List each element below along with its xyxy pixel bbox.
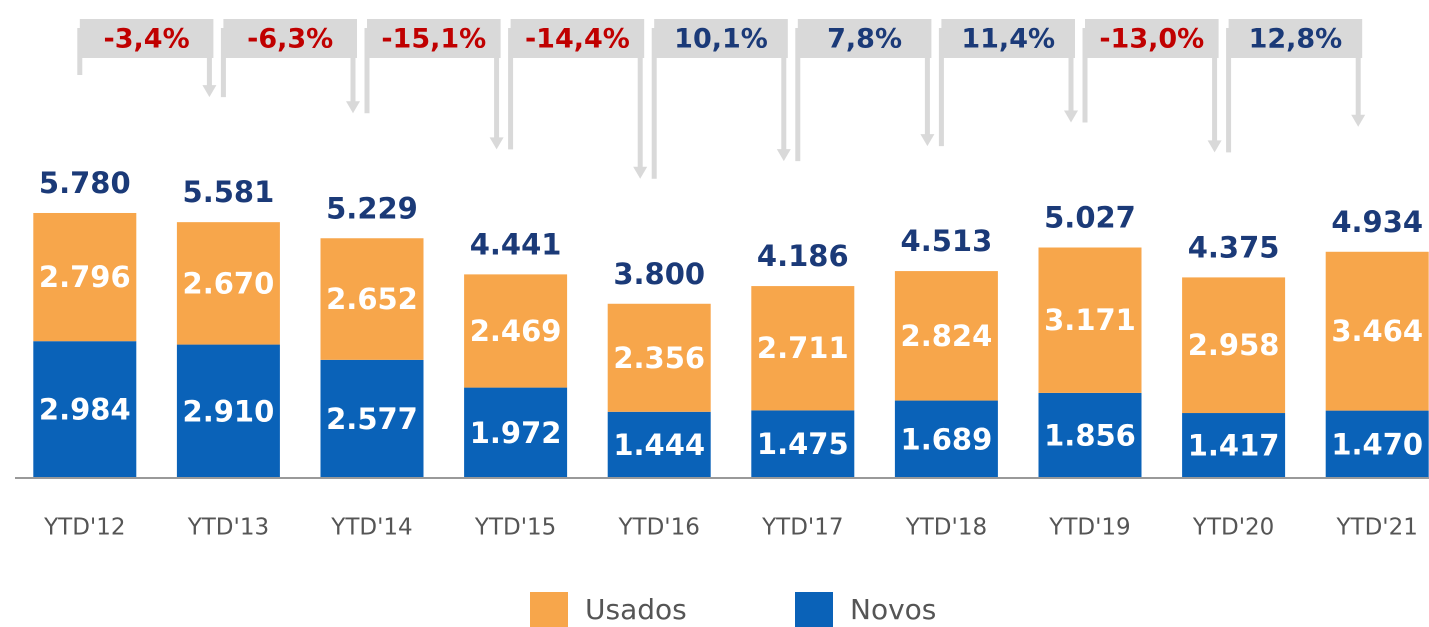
change-box <box>510 19 645 58</box>
bar-segment <box>751 410 855 478</box>
value-label: 2.824 <box>901 319 993 353</box>
value-label: 2.577 <box>326 402 418 436</box>
bar-segment <box>1325 251 1429 411</box>
x-tick-label: YTD'18 <box>905 515 987 541</box>
x-tick-label: YTD'21 <box>1335 515 1417 541</box>
x-tick-label: YTD'17 <box>761 515 843 541</box>
total-label: 5.780 <box>39 166 131 200</box>
value-label: 2.670 <box>183 266 275 300</box>
arrow-head <box>1351 114 1366 127</box>
bar-segment <box>1325 410 1429 478</box>
value-label: 1.470 <box>1331 427 1423 461</box>
x-tick-label: YTD'12 <box>43 515 125 541</box>
bar-segment <box>1182 277 1286 414</box>
value-label: 2.984 <box>39 393 131 427</box>
value-label: 1.475 <box>757 427 849 461</box>
total-label: 5.027 <box>1044 201 1136 235</box>
arrow-head <box>633 166 648 179</box>
value-label: 1.972 <box>470 416 562 450</box>
change-box <box>1228 19 1363 58</box>
x-tick-label: YTD'19 <box>1048 515 1130 541</box>
total-label: 4.186 <box>757 239 849 273</box>
bar-segment <box>176 344 280 478</box>
bar-segment <box>176 222 280 345</box>
total-label: 3.800 <box>613 257 705 291</box>
change-box <box>223 19 357 58</box>
bar-segment <box>894 271 998 401</box>
x-tick-label: YTD'16 <box>617 515 699 541</box>
bar-segment <box>1182 413 1286 478</box>
bar-segment <box>464 274 568 388</box>
legend-swatch <box>795 592 833 627</box>
value-label: 2.356 <box>613 341 705 375</box>
change-label: 11,4% <box>961 24 1055 55</box>
arrow-head <box>776 149 791 162</box>
value-label: 1.856 <box>1044 418 1136 452</box>
x-tick-label: YTD'20 <box>1192 515 1274 541</box>
value-label: 2.469 <box>470 314 562 348</box>
change-box <box>654 19 788 58</box>
legend-label: Novos <box>850 593 936 626</box>
bar-segment <box>464 387 568 478</box>
value-label: 1.417 <box>1188 429 1280 463</box>
bar-segment <box>320 238 424 360</box>
bar-segment <box>607 303 711 412</box>
x-tick-label: YTD'13 <box>187 515 269 541</box>
change-label: -6,3% <box>247 24 333 55</box>
change-label: 10,1% <box>674 24 768 55</box>
bar-segment <box>1038 392 1142 478</box>
change-box <box>367 19 501 58</box>
arrow-head <box>920 134 935 147</box>
bar-segment <box>33 341 137 478</box>
value-label: 2.711 <box>757 331 849 365</box>
value-label: 1.444 <box>613 428 705 462</box>
change-label: 7,8% <box>827 24 902 55</box>
change-label: -3,4% <box>104 24 190 55</box>
total-label: 4.441 <box>470 227 562 261</box>
change-label: 12,8% <box>1249 24 1343 55</box>
value-label: 3.171 <box>1044 303 1136 337</box>
value-label: 3.464 <box>1331 314 1423 348</box>
arrow-head <box>1207 140 1222 153</box>
change-label: -14,4% <box>525 24 630 55</box>
change-label: -15,1% <box>381 24 486 55</box>
x-tick-label: YTD'15 <box>474 515 556 541</box>
bar-segment <box>894 400 998 478</box>
value-label: 2.796 <box>39 260 131 294</box>
arrow-head <box>346 101 360 114</box>
bar-segment <box>33 212 137 342</box>
arrow-head <box>202 85 217 98</box>
total-label: 5.229 <box>326 191 418 225</box>
total-label: 4.375 <box>1188 230 1280 264</box>
total-label: 4.934 <box>1331 205 1423 239</box>
x-tick-label: YTD'14 <box>330 515 412 541</box>
change-box <box>1085 19 1219 58</box>
arrow-head <box>489 137 504 150</box>
bar-segment <box>607 411 711 478</box>
value-label: 2.652 <box>326 282 418 316</box>
value-label: 2.910 <box>183 394 275 428</box>
bar-segment <box>1038 247 1142 393</box>
value-label: 1.689 <box>901 422 993 456</box>
arrow-head <box>1064 110 1078 123</box>
bar-segment <box>751 286 855 411</box>
bar-segment <box>320 359 424 478</box>
change-label: -13,0% <box>1099 24 1204 55</box>
legend-label: Usados <box>585 593 687 626</box>
legend-swatch <box>530 592 568 627</box>
change-box <box>797 19 932 58</box>
change-box <box>941 19 1075 58</box>
total-label: 5.581 <box>183 175 275 209</box>
change-box <box>79 19 214 58</box>
value-label: 2.958 <box>1188 328 1280 362</box>
total-label: 4.513 <box>901 224 993 258</box>
